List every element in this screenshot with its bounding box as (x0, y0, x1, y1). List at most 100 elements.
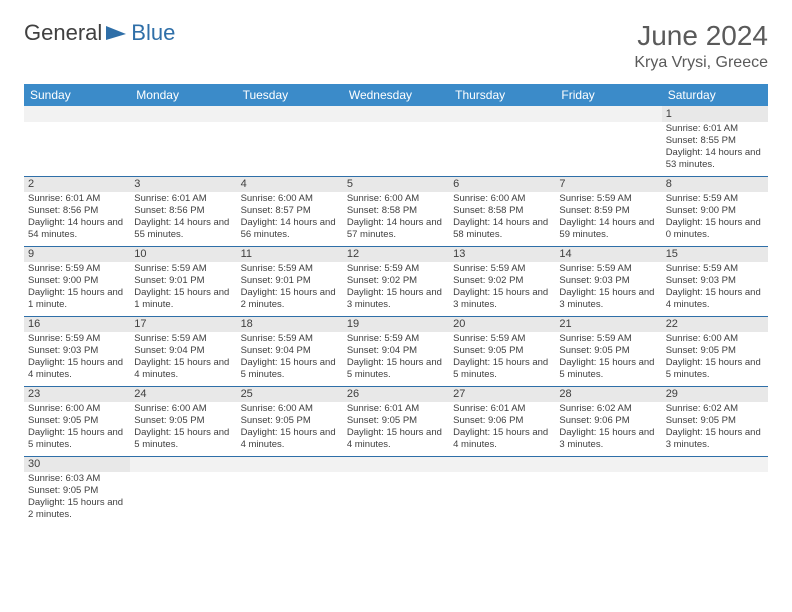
daynum-row: 16171819202122 (24, 316, 768, 332)
daylight-text: Daylight: 14 hours and 57 minutes. (347, 217, 445, 241)
day-number-cell: 7 (555, 176, 661, 192)
logo-text-2: Blue (131, 20, 175, 46)
location: Krya Vrysi, Greece (634, 54, 768, 72)
daylight-text: Daylight: 15 hours and 5 minutes. (347, 357, 445, 381)
daylight-text: Daylight: 15 hours and 3 minutes. (559, 287, 657, 311)
data-row: Sunrise: 6:00 AMSunset: 9:05 PMDaylight:… (24, 402, 768, 456)
data-row: Sunrise: 6:01 AMSunset: 8:55 PMDaylight:… (24, 122, 768, 176)
sunset-text: Sunset: 9:00 PM (666, 205, 764, 217)
sunset-text: Sunset: 9:03 PM (28, 345, 126, 357)
sunset-text: Sunset: 9:02 PM (347, 275, 445, 287)
day-data-cell: Sunrise: 5:59 AMSunset: 9:03 PMDaylight:… (24, 332, 130, 386)
sunset-text: Sunset: 8:57 PM (241, 205, 339, 217)
day-data-cell (343, 472, 449, 526)
day-data-cell (662, 472, 768, 526)
daylight-text: Daylight: 14 hours and 54 minutes. (28, 217, 126, 241)
sunset-text: Sunset: 9:00 PM (28, 275, 126, 287)
day-number-cell (343, 456, 449, 472)
daylight-text: Daylight: 15 hours and 3 minutes. (453, 287, 551, 311)
day-data-cell: Sunrise: 6:02 AMSunset: 9:06 PMDaylight:… (555, 402, 661, 456)
day-number-cell: 14 (555, 246, 661, 262)
day-data-cell (449, 122, 555, 176)
data-row: Sunrise: 5:59 AMSunset: 9:00 PMDaylight:… (24, 262, 768, 316)
sunset-text: Sunset: 9:05 PM (559, 345, 657, 357)
day-number: 10 (134, 248, 146, 260)
sunset-text: Sunset: 8:59 PM (559, 205, 657, 217)
day-number-cell: 20 (449, 316, 555, 332)
sunrise-text: Sunrise: 6:03 AM (28, 473, 126, 485)
daylight-text: Daylight: 15 hours and 4 minutes. (666, 287, 764, 311)
day-data-cell: Sunrise: 6:01 AMSunset: 8:56 PMDaylight:… (24, 192, 130, 246)
sunrise-text: Sunrise: 6:02 AM (666, 403, 764, 415)
sunset-text: Sunset: 9:05 PM (28, 485, 126, 497)
day-number-cell (130, 456, 236, 472)
day-data-cell (237, 472, 343, 526)
day-data-cell: Sunrise: 5:59 AMSunset: 9:02 PMDaylight:… (449, 262, 555, 316)
day-data-cell (343, 122, 449, 176)
sunset-text: Sunset: 9:05 PM (666, 415, 764, 427)
sunrise-text: Sunrise: 5:59 AM (559, 333, 657, 345)
daylight-text: Daylight: 15 hours and 5 minutes. (453, 357, 551, 381)
sunset-text: Sunset: 9:05 PM (453, 345, 551, 357)
day-number-cell: 6 (449, 176, 555, 192)
sunrise-text: Sunrise: 6:01 AM (666, 123, 764, 135)
sunset-text: Sunset: 9:01 PM (134, 275, 232, 287)
day-data-cell: Sunrise: 5:59 AMSunset: 9:04 PMDaylight:… (237, 332, 343, 386)
daylight-text: Daylight: 15 hours and 3 minutes. (559, 427, 657, 451)
day-number: 22 (666, 318, 678, 330)
daylight-text: Daylight: 15 hours and 5 minutes. (241, 357, 339, 381)
day-number: 24 (134, 388, 146, 400)
data-row: Sunrise: 5:59 AMSunset: 9:03 PMDaylight:… (24, 332, 768, 386)
day-number-cell: 1 (662, 106, 768, 122)
day-number-cell: 24 (130, 386, 236, 402)
daylight-text: Daylight: 15 hours and 5 minutes. (666, 357, 764, 381)
day-data-cell: Sunrise: 6:01 AMSunset: 8:55 PMDaylight:… (662, 122, 768, 176)
logo-flag-icon (106, 24, 128, 42)
day-number: 8 (666, 178, 672, 190)
sunrise-text: Sunrise: 5:59 AM (134, 263, 232, 275)
sunset-text: Sunset: 8:56 PM (28, 205, 126, 217)
day-number: 5 (347, 178, 353, 190)
sunrise-text: Sunrise: 6:01 AM (347, 403, 445, 415)
day-number: 27 (453, 388, 465, 400)
daynum-row: 30 (24, 456, 768, 472)
daylight-text: Daylight: 15 hours and 4 minutes. (347, 427, 445, 451)
sunrise-text: Sunrise: 5:59 AM (241, 263, 339, 275)
sunrise-text: Sunrise: 5:59 AM (28, 263, 126, 275)
day-number-cell: 4 (237, 176, 343, 192)
sunset-text: Sunset: 9:03 PM (559, 275, 657, 287)
day-number: 19 (347, 318, 359, 330)
day-number-cell (24, 106, 130, 122)
day-data-cell: Sunrise: 6:03 AMSunset: 9:05 PMDaylight:… (24, 472, 130, 526)
day-header: Wednesday (343, 84, 449, 106)
calendar-page: General Blue June 2024 Krya Vrysi, Greec… (0, 0, 792, 546)
sunrise-text: Sunrise: 5:59 AM (453, 333, 551, 345)
day-number-cell: 16 (24, 316, 130, 332)
daynum-row: 23242526272829 (24, 386, 768, 402)
day-data-cell (555, 472, 661, 526)
sunrise-text: Sunrise: 5:59 AM (347, 263, 445, 275)
sunset-text: Sunset: 9:05 PM (28, 415, 126, 427)
day-data-cell: Sunrise: 6:01 AMSunset: 8:56 PMDaylight:… (130, 192, 236, 246)
sunrise-text: Sunrise: 6:01 AM (453, 403, 551, 415)
day-number-cell: 26 (343, 386, 449, 402)
day-data-cell: Sunrise: 6:00 AMSunset: 9:05 PMDaylight:… (130, 402, 236, 456)
day-header: Tuesday (237, 84, 343, 106)
day-number-cell: 2 (24, 176, 130, 192)
sunset-text: Sunset: 9:03 PM (666, 275, 764, 287)
day-header: Friday (555, 84, 661, 106)
day-number-cell: 12 (343, 246, 449, 262)
sunset-text: Sunset: 9:06 PM (453, 415, 551, 427)
day-number: 13 (453, 248, 465, 260)
day-number-cell (662, 456, 768, 472)
sunrise-text: Sunrise: 5:59 AM (347, 333, 445, 345)
sunset-text: Sunset: 8:58 PM (453, 205, 551, 217)
day-data-cell: Sunrise: 5:59 AMSunset: 9:05 PMDaylight:… (555, 332, 661, 386)
sunrise-text: Sunrise: 5:59 AM (134, 333, 232, 345)
sunset-text: Sunset: 9:04 PM (134, 345, 232, 357)
sunrise-text: Sunrise: 6:02 AM (559, 403, 657, 415)
day-number-cell (343, 106, 449, 122)
sunset-text: Sunset: 9:06 PM (559, 415, 657, 427)
day-number: 30 (28, 458, 40, 470)
daylight-text: Daylight: 15 hours and 4 minutes. (28, 357, 126, 381)
